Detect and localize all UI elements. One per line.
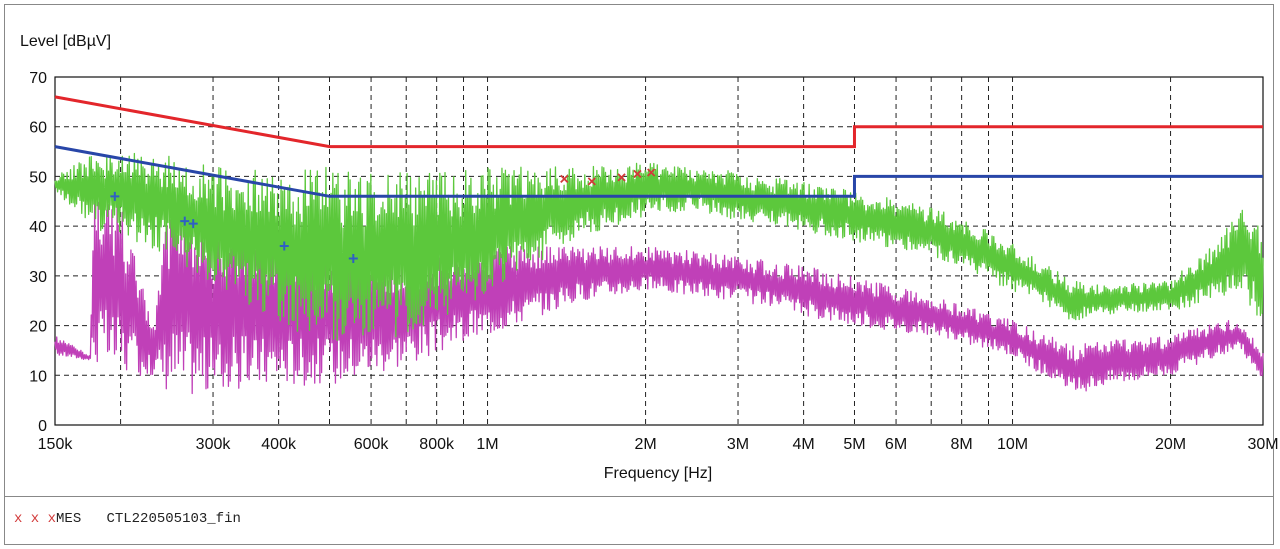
x-tick-label: 400k xyxy=(261,436,297,453)
qp-final-marker xyxy=(633,169,642,179)
x-tick-label: 1M xyxy=(476,436,498,453)
legend-filename: CTL220505103_fin xyxy=(106,511,241,527)
y-tick-label: 0 xyxy=(38,418,47,435)
av-final-marker xyxy=(348,253,358,263)
y-axis-label: Level [dBµV] xyxy=(20,33,111,50)
x-tick-label: 30M xyxy=(1247,436,1278,453)
x-tick-label: 300k xyxy=(196,436,232,453)
traces xyxy=(54,152,1264,395)
y-tick-label: 70 xyxy=(29,70,47,87)
y-tick-label: 60 xyxy=(29,120,47,137)
x-tick-label: 800k xyxy=(419,436,455,453)
y-tick-label: 50 xyxy=(29,169,47,186)
legend-bar: x x xMES CTL220505103_fin xyxy=(4,496,1274,545)
qp-final-marker xyxy=(647,168,656,177)
x-tick-label: 600k xyxy=(354,436,390,453)
qp-trace-line xyxy=(54,152,1264,342)
legend-marker-symbols: x x x xyxy=(14,511,57,527)
x-tick-label: 6M xyxy=(885,436,907,453)
av-trace-line xyxy=(54,194,1264,395)
av-final-marker xyxy=(110,191,120,201)
x-tick-label: 2M xyxy=(634,436,656,453)
markers xyxy=(110,168,656,263)
x-tick-label: 4M xyxy=(792,436,814,453)
y-tick-label: 30 xyxy=(29,269,47,286)
y-tick-label: 20 xyxy=(29,319,47,336)
qp-final-marker xyxy=(560,174,569,184)
legend-label: MES xyxy=(56,511,82,527)
av-limit-line xyxy=(54,145,1263,198)
x-tick-label: 150k xyxy=(38,436,74,453)
qp-final-marker xyxy=(587,177,596,186)
limit-lines xyxy=(54,95,1263,198)
tick-labels: 0 10 20 30 40 50 60 70 150k 300k 400k 600k 800k 1M 2M 3… xyxy=(29,70,1278,453)
x-tick-label: 20M xyxy=(1155,436,1186,453)
legend-row: x x xMES CTL220505103_fin xyxy=(14,511,241,527)
av-final-marker xyxy=(279,241,289,251)
x-tick-label: 8M xyxy=(951,436,973,453)
plot-area-border xyxy=(54,76,1264,426)
av-final-marker xyxy=(180,216,190,226)
av-final-marker xyxy=(188,219,198,229)
x-tick-label: 10M xyxy=(997,436,1028,453)
qp-final-marker xyxy=(617,173,626,182)
x-tick-label: 3M xyxy=(727,436,749,453)
x-tick-label: 5M xyxy=(843,436,865,453)
x-axis-label: Frequency [Hz] xyxy=(604,465,712,482)
y-tick-label: 10 xyxy=(29,368,47,385)
emission-chart: Level [dBµV] Frequency [Hz] 0 10 20 30 40 50 6… xyxy=(20,33,1279,482)
qp-limit-line xyxy=(54,95,1263,149)
y-tick-label: 40 xyxy=(29,219,47,236)
